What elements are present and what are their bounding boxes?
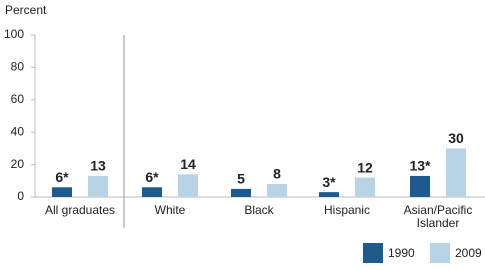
value-label: 3* bbox=[322, 174, 336, 190]
x-tick-label: Hispanic bbox=[324, 203, 370, 217]
y-tick-label: 40 bbox=[11, 124, 25, 138]
legend-label: 2009 bbox=[455, 246, 482, 260]
y-tick-label: 20 bbox=[11, 157, 25, 171]
bar bbox=[355, 177, 375, 197]
bar bbox=[319, 192, 339, 197]
y-tick-label: 60 bbox=[11, 92, 25, 106]
x-tick-label: All graduates bbox=[45, 203, 115, 217]
x-tick-label: Asian/Pacific Islander bbox=[404, 203, 473, 230]
bar bbox=[267, 184, 287, 197]
y-tick-label: 100 bbox=[4, 27, 24, 41]
x-tick-label: White bbox=[155, 203, 186, 217]
legend-swatch bbox=[363, 243, 383, 263]
bar bbox=[178, 174, 198, 197]
bar bbox=[410, 175, 430, 197]
bar bbox=[52, 187, 72, 197]
legend-label: 1990 bbox=[388, 246, 415, 260]
legend-swatch bbox=[430, 243, 450, 263]
value-label: 14 bbox=[180, 156, 196, 172]
x-tick-label: Black bbox=[244, 203, 274, 217]
value-label: 6* bbox=[145, 169, 159, 185]
value-label: 30 bbox=[448, 130, 464, 146]
bar bbox=[88, 175, 108, 197]
value-label: 13 bbox=[90, 158, 106, 174]
value-label: 13* bbox=[409, 158, 431, 174]
bar bbox=[446, 148, 466, 197]
value-label: 5 bbox=[237, 171, 245, 187]
value-label: 8 bbox=[273, 166, 281, 182]
bar bbox=[142, 187, 162, 197]
value-label: 12 bbox=[357, 159, 373, 175]
bar bbox=[231, 188, 251, 197]
y-tick-label: 0 bbox=[17, 189, 24, 203]
value-label: 6* bbox=[55, 169, 69, 185]
y-axis-label: Percent bbox=[5, 3, 47, 17]
y-tick-label: 80 bbox=[11, 60, 25, 74]
